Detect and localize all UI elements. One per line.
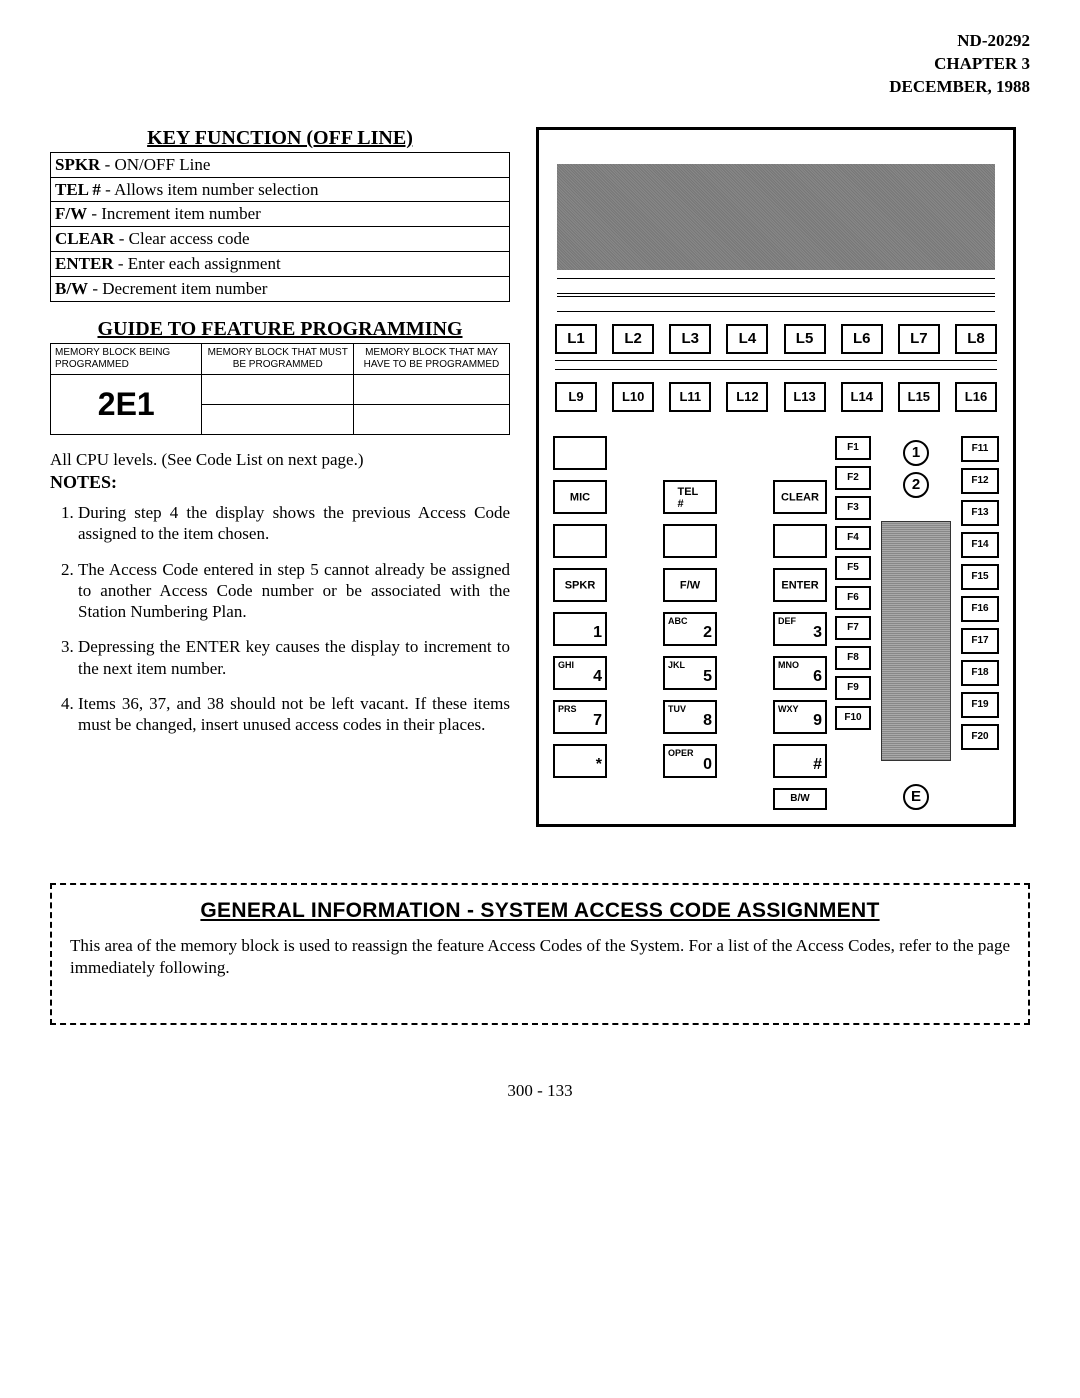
fw-key: F/W bbox=[663, 568, 717, 602]
f-col-left: F1 F2 F3 F4 F5 F6 F7 F8 F9 F10 bbox=[835, 436, 871, 810]
f-key: F13 bbox=[961, 500, 999, 526]
f-key: F15 bbox=[961, 564, 999, 590]
line-key: L13 bbox=[784, 382, 826, 412]
speaker-grille bbox=[881, 521, 951, 761]
digit-key: ABC2 bbox=[663, 612, 717, 646]
f-key: F9 bbox=[835, 676, 871, 700]
tel-key: TEL # bbox=[663, 480, 717, 514]
line-key: L15 bbox=[898, 382, 940, 412]
digit-key: DEF3 bbox=[773, 612, 827, 646]
line-key: L3 bbox=[669, 324, 711, 354]
digit-key: GHI4 bbox=[553, 656, 607, 690]
digit-key: 1 bbox=[553, 612, 607, 646]
digit-key: PRS7 bbox=[553, 700, 607, 734]
mic-key: MIC bbox=[553, 480, 607, 514]
digit-key: WXY9 bbox=[773, 700, 827, 734]
general-info-box: GENERAL INFORMATION - SYSTEM ACCESS CODE… bbox=[50, 883, 1030, 1025]
f-key: F18 bbox=[961, 660, 999, 686]
callout-1: 1 bbox=[903, 440, 929, 466]
f-key: F14 bbox=[961, 532, 999, 558]
memory-block-code: 2E1 bbox=[51, 374, 202, 434]
notes-list: During step 4 the display shows the prev… bbox=[50, 502, 510, 735]
bw-key: B/W bbox=[773, 788, 827, 810]
line-key: L10 bbox=[612, 382, 654, 412]
blank-key bbox=[773, 524, 827, 558]
line-key: L5 bbox=[784, 324, 826, 354]
line-row-2: L9 L10 L11 L12 L13 L14 L15 L16 bbox=[555, 382, 997, 412]
f-key: F11 bbox=[961, 436, 999, 462]
blank-key bbox=[663, 524, 717, 558]
f-key: F3 bbox=[835, 496, 871, 520]
phone-diagram: L1 L2 L3 L4 L5 L6 L7 L8 L9 L10 L11 L12 L… bbox=[536, 127, 1016, 827]
line-row-1: L1 L2 L3 L4 L5 L6 L7 L8 bbox=[555, 324, 997, 354]
digit-key: MNO6 bbox=[773, 656, 827, 690]
digit-key: TUV8 bbox=[663, 700, 717, 734]
notes-intro: All CPU levels. (See Code List on next p… bbox=[50, 449, 510, 494]
digit-key: OPER0 bbox=[663, 744, 717, 778]
line-key: L7 bbox=[898, 324, 940, 354]
doc-header: ND-20292 CHAPTER 3 DECEMBER, 1988 bbox=[50, 30, 1030, 99]
f-key: F5 bbox=[835, 556, 871, 580]
f-key: F12 bbox=[961, 468, 999, 494]
line-key: L14 bbox=[841, 382, 883, 412]
page-number: 300 - 133 bbox=[50, 1081, 1030, 1101]
f-key: F4 bbox=[835, 526, 871, 550]
line-key: L12 bbox=[726, 382, 768, 412]
key-function-title: KEY FUNCTION (OFF LINE) bbox=[50, 127, 510, 150]
general-info-body: This area of the memory block is used to… bbox=[70, 935, 1010, 979]
f-key: F7 bbox=[835, 616, 871, 640]
line-key: L9 bbox=[555, 382, 597, 412]
hash-key: # bbox=[773, 744, 827, 778]
f-key: F19 bbox=[961, 692, 999, 718]
guide-table: MEMORY BLOCK BEING PROGRAMMED MEMORY BLO… bbox=[50, 343, 510, 435]
f-col-right: F11 F12 F13 F14 F15 F16 F17 F18 F19 F20 bbox=[961, 436, 999, 810]
doc-id: ND-20292 bbox=[50, 30, 1030, 53]
f-key: F20 bbox=[961, 724, 999, 750]
star-key: * bbox=[553, 744, 607, 778]
phone-display bbox=[557, 164, 995, 270]
line-key: L11 bbox=[669, 382, 711, 412]
line-key: L2 bbox=[612, 324, 654, 354]
f-key: F6 bbox=[835, 586, 871, 610]
line-key: L8 bbox=[955, 324, 997, 354]
blank-key bbox=[553, 524, 607, 558]
f-key: F1 bbox=[835, 436, 871, 460]
callout-e: E bbox=[903, 784, 929, 810]
doc-chapter: CHAPTER 3 bbox=[50, 53, 1030, 76]
keypad-area: MIC TEL # CLEAR SPKR F/W ENTER bbox=[553, 436, 827, 810]
f-key: F2 bbox=[835, 466, 871, 490]
line-key: L6 bbox=[841, 324, 883, 354]
key-function-table: SPKR - ON/OFF Line TEL # - Allows item n… bbox=[50, 152, 510, 302]
guide-title: GUIDE TO FEATURE PROGRAMMING bbox=[50, 318, 510, 341]
note-item: Depressing the ENTER key causes the disp… bbox=[78, 636, 510, 679]
clear-key: CLEAR bbox=[773, 480, 827, 514]
note-item: Items 36, 37, and 38 should not be left … bbox=[78, 693, 510, 736]
doc-date: DECEMBER, 1988 bbox=[50, 76, 1030, 99]
spkr-key: SPKR bbox=[553, 568, 607, 602]
f-key: F16 bbox=[961, 596, 999, 622]
digit-key: JKL5 bbox=[663, 656, 717, 690]
f-key: F17 bbox=[961, 628, 999, 654]
line-key: L1 bbox=[555, 324, 597, 354]
note-item: The Access Code entered in step 5 cannot… bbox=[78, 559, 510, 623]
f-key: F8 bbox=[835, 646, 871, 670]
note-item: During step 4 the display shows the prev… bbox=[78, 502, 510, 545]
line-key: L4 bbox=[726, 324, 768, 354]
f-key: F10 bbox=[835, 706, 871, 730]
callout-2: 2 bbox=[903, 472, 929, 498]
blank-key bbox=[553, 436, 607, 470]
enter-key: ENTER bbox=[773, 568, 827, 602]
line-key: L16 bbox=[955, 382, 997, 412]
general-info-title: GENERAL INFORMATION - SYSTEM ACCESS CODE… bbox=[70, 899, 1010, 923]
